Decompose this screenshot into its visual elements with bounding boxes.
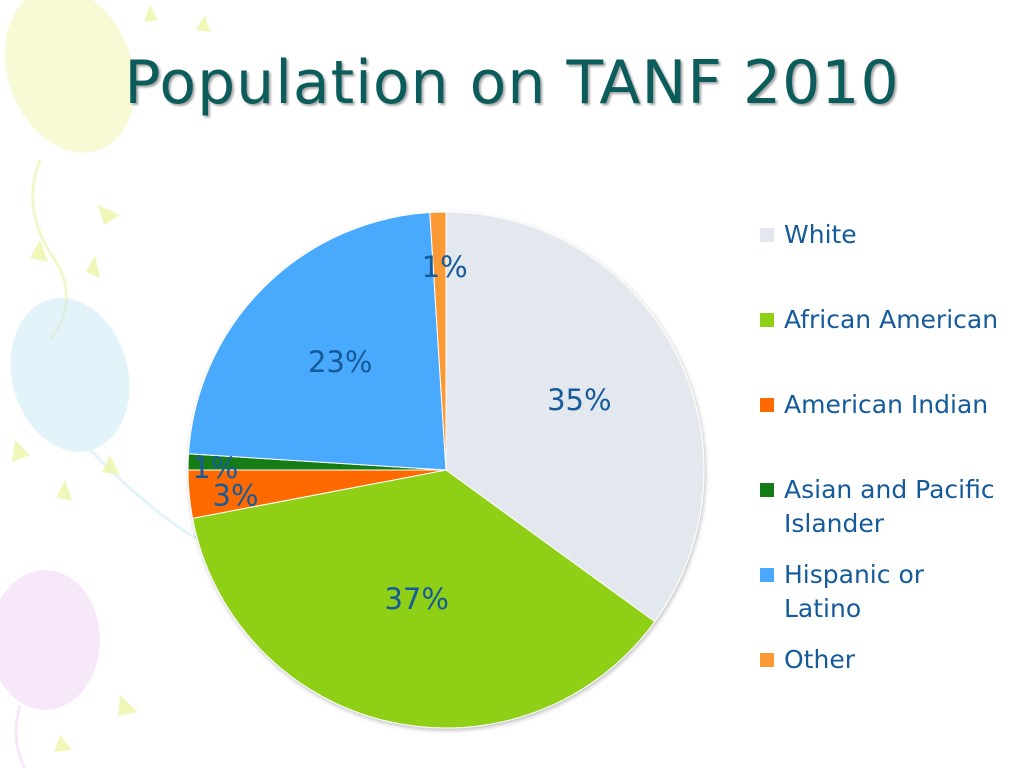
balloon-blue-decoration xyxy=(10,298,201,542)
legend-item: White xyxy=(760,218,1009,252)
legend-swatch xyxy=(760,483,774,497)
pie-slice-hispanic-or-latino xyxy=(187,211,447,471)
pie-data-label: 23% xyxy=(308,345,372,379)
legend-item: American Indian xyxy=(760,388,1009,422)
pie-slice-african-american xyxy=(191,469,656,729)
pie-slice-other xyxy=(429,211,447,471)
confetti-decoration xyxy=(12,5,210,752)
pie-data-label: 3% xyxy=(213,478,259,512)
pie-data-label: 1% xyxy=(422,250,468,284)
pie-data-label: 35% xyxy=(547,383,611,417)
legend-label: American Indian xyxy=(784,390,989,419)
balloon-purple-decoration xyxy=(0,570,100,768)
legend-label: White xyxy=(784,220,857,249)
pie-data-label: 37% xyxy=(384,582,448,616)
pie-slice-white xyxy=(445,211,705,623)
legend-label: Asian and Pacific Islander xyxy=(784,475,995,538)
legend-item: Asian and Pacific Islander xyxy=(760,473,1009,541)
pie-data-label: 1% xyxy=(192,451,238,485)
legend-swatch xyxy=(760,228,774,242)
legend-label: Other xyxy=(784,645,855,674)
legend-item: Other xyxy=(760,643,1009,677)
legend-swatch xyxy=(760,568,774,582)
legend-item: African American xyxy=(760,303,1009,337)
legend-label: Hispanic or Latino xyxy=(784,560,925,623)
legend-swatch xyxy=(760,398,774,412)
legend-swatch xyxy=(760,313,774,327)
legend-item: Hispanic or Latino xyxy=(760,558,1009,626)
legend-swatch xyxy=(760,653,774,667)
legend-label: African American xyxy=(784,305,999,334)
slide-title: Population on TANF 2010 xyxy=(124,48,900,118)
